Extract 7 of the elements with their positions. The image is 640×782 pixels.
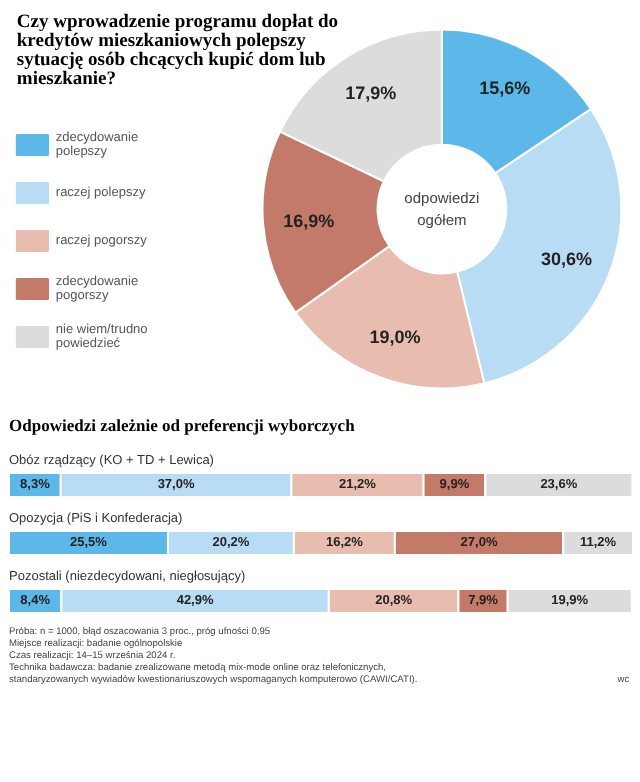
data-label: 19,0% bbox=[369, 327, 421, 348]
text: Czy wprowadzenie programu dopłat do kredytów mieszkaniowych polepszy sytuację osób chcących kupić dom lub mieszkanie? bbox=[16, 13, 339, 90]
chart-title: Odpowiedzi zależnie od preferencji wyborczych bbox=[9, 415, 356, 435]
data-label: 30,6% bbox=[540, 248, 592, 269]
data-label: 15,6% bbox=[479, 78, 531, 99]
data-label: 16,9% bbox=[283, 210, 335, 231]
data-label: 17,9% bbox=[345, 83, 397, 104]
